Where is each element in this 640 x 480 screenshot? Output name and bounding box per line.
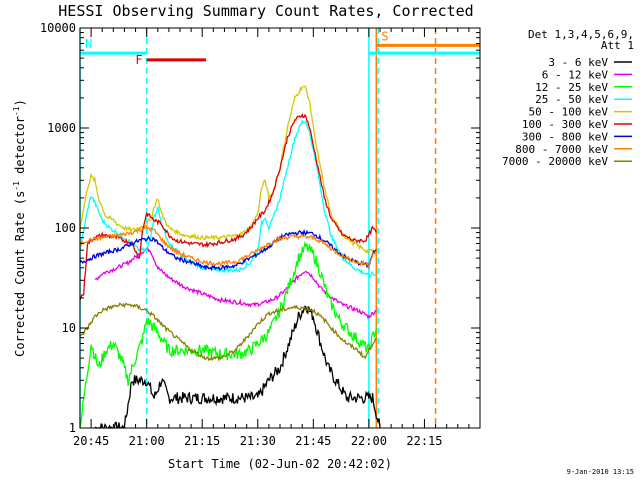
x-tick-label: 21:45 xyxy=(295,434,331,448)
y-axis-label: Corrected Count Rate (s-1 detector-1) xyxy=(12,99,27,357)
series-line xyxy=(79,119,377,277)
legend-entry: 300 - 800 keV xyxy=(522,130,608,143)
legend-entry: 50 - 100 keV xyxy=(529,106,609,119)
y-axis-label-main: Corrected Count Rate (s xyxy=(13,191,27,357)
series-line xyxy=(79,224,377,268)
legend-header: Att 1 xyxy=(601,39,634,52)
series-line xyxy=(79,85,377,256)
legend-entry: 100 - 300 keV xyxy=(522,118,608,131)
flag-label: N xyxy=(85,37,92,51)
y-axis-label-mid: detector xyxy=(13,116,27,181)
x-axis-label: Start Time (02-Jun-02 20:42:02) xyxy=(168,457,392,471)
x-tick-label: 22:00 xyxy=(351,434,387,448)
y-axis: 1 10 100 1000 10000 xyxy=(40,21,480,435)
x-tick-label: 21:15 xyxy=(184,434,220,448)
y-axis-label-exp2: -1 xyxy=(12,106,21,116)
x-tick-label: 22:15 xyxy=(406,434,442,448)
series-line xyxy=(79,240,377,429)
legend-header: Det 1,3,4,5,6,9, xyxy=(528,28,634,41)
y-axis-label-end: ) xyxy=(13,99,27,106)
y-tick-label: 10000 xyxy=(40,21,76,35)
flag-label: S xyxy=(381,29,388,43)
x-axis: 20:45 21:00 21:15 21:30 21:45 22:00 22:15 xyxy=(73,28,481,448)
y-tick-label: 1 xyxy=(69,421,76,435)
series-line xyxy=(94,305,381,430)
series-line xyxy=(79,112,377,301)
legend-entry: 25 - 50 keV xyxy=(535,93,608,106)
legend-entry: 3 - 6 keV xyxy=(548,56,608,69)
legend-entry: 12 - 25 keV xyxy=(535,81,608,94)
x-tick-label: 20:45 xyxy=(73,434,109,448)
x-tick-label: 21:30 xyxy=(240,434,276,448)
legend-entry: 6 - 12 keV xyxy=(542,68,609,81)
timestamp: 9-Jan-2010 13:15 xyxy=(567,468,634,476)
y-tick-label: 10 xyxy=(62,321,76,335)
chart-title: HESSI Observing Summary Count Rates, Cor… xyxy=(58,2,473,20)
series-line xyxy=(79,302,377,362)
legend-entry: 7000 - 20000 keV xyxy=(502,155,608,168)
legend-entry: 800 - 7000 keV xyxy=(515,143,608,156)
x-tick-label: 21:00 xyxy=(129,434,165,448)
flag-label: F xyxy=(135,53,142,67)
series-layer xyxy=(79,85,381,430)
y-axis-label-exp1: -1 xyxy=(12,181,21,191)
y-tick-label: 100 xyxy=(54,221,76,235)
flags-layer: N F S xyxy=(80,29,480,67)
y-tick-label: 1000 xyxy=(47,121,76,135)
series-line xyxy=(79,228,377,272)
